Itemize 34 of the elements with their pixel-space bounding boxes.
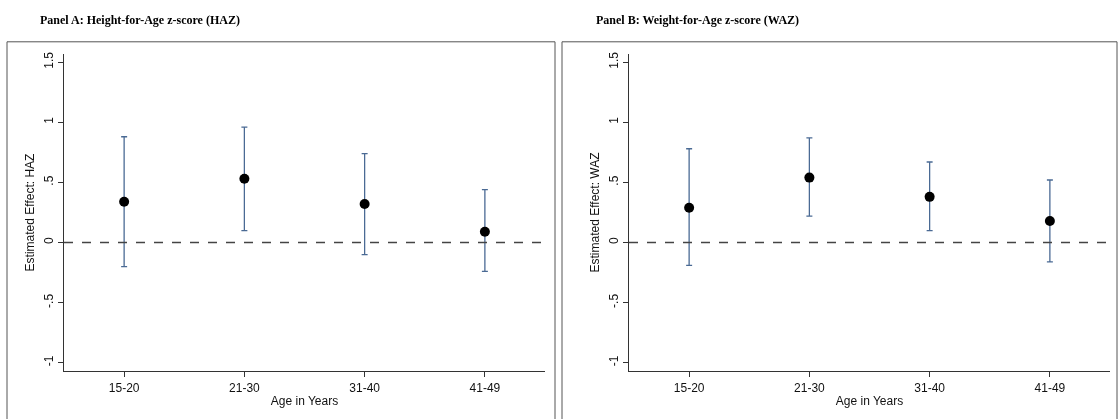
y-axis-title: Estimated Effect: HAZ (23, 153, 38, 272)
point (359, 199, 370, 210)
x-tick-label: 31-40 (349, 380, 381, 395)
y-tick-label: 0 (607, 237, 622, 245)
x-axis-title: Age in Years (270, 393, 339, 408)
y-tick-label: 1.5 (42, 51, 57, 69)
point (1044, 215, 1055, 226)
y-tick-label: -.5 (607, 293, 622, 308)
chart-title: Panel A: Height-for-Age z-score (HAZ) (40, 13, 240, 27)
x-tick-label: 15-20 (108, 380, 140, 395)
y-tick-label: -1 (42, 355, 57, 367)
x-tick-label: 15-20 (673, 380, 705, 395)
y-tick-label: .5 (42, 175, 57, 186)
point (924, 191, 935, 202)
x-tick-label: 31-40 (914, 380, 946, 395)
x-tick-label: 41-49 (1034, 380, 1066, 395)
x-axis-title: Age in Years (835, 393, 904, 408)
x-tick-label: 41-49 (469, 380, 501, 395)
y-tick-label: 1 (607, 116, 622, 124)
y-tick-label: -.5 (42, 293, 57, 308)
y-axis-title: Estimated Effect: WAZ (588, 152, 603, 273)
point (119, 196, 130, 207)
x-tick-label: 21-30 (794, 380, 826, 395)
point (804, 172, 815, 183)
point (684, 202, 695, 213)
x-tick-label: 21-30 (229, 380, 261, 395)
y-tick-label: 0 (42, 237, 57, 245)
point (479, 226, 490, 237)
y-tick-label: 1.5 (607, 51, 622, 69)
point (239, 173, 250, 184)
y-tick-label: 1 (42, 116, 57, 124)
y-tick-label: -1 (607, 355, 622, 367)
chart-title: Panel B: Weight-for-Age z-score (WAZ) (596, 13, 800, 27)
y-tick-label: .5 (607, 175, 622, 186)
